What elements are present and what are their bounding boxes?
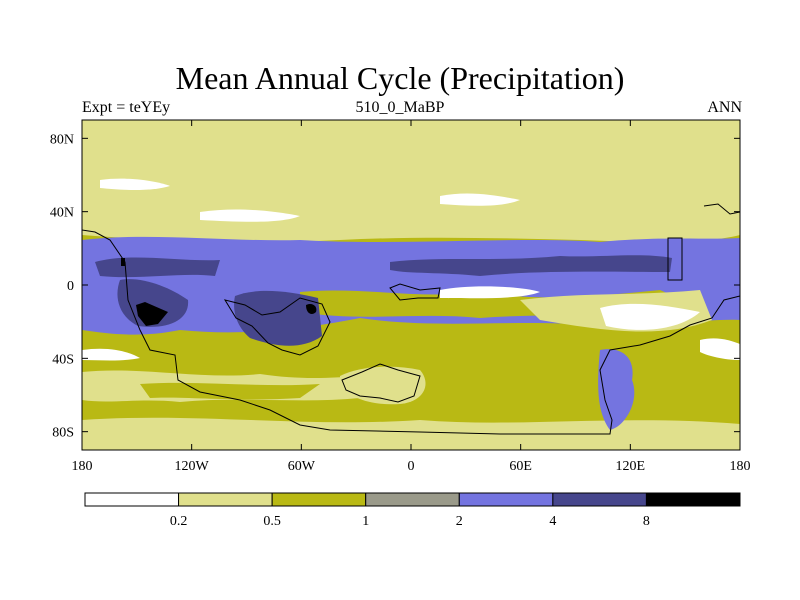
map-axes: 180 120W 60W 0 60E 120E 180 80N 40N 0 40S 80S <box>50 120 751 474</box>
field-dry-east-pacific <box>600 303 700 330</box>
experiment-label: Expt = teYEy <box>82 99 171 116</box>
precipitation-field <box>82 120 740 450</box>
colorbar-label: 0.5 <box>263 514 281 529</box>
coast-americas <box>82 229 740 435</box>
colorbar-label: 8 <box>643 514 650 529</box>
chart-title: Mean Annual Cycle (Precipitation) <box>175 60 625 96</box>
coast-asia-block <box>667 237 683 281</box>
field-southern-dry <box>140 382 320 400</box>
coast-australia <box>341 363 421 403</box>
y-tick-label: 40S <box>52 352 74 367</box>
field-southern-dry <box>82 417 740 450</box>
field-dry-north <box>440 193 520 206</box>
x-tick-label: 180 <box>72 459 93 474</box>
coast-africa <box>389 283 441 301</box>
coastlines <box>82 203 740 435</box>
field-dry-south <box>82 348 140 361</box>
colorbar-swatch <box>178 492 273 507</box>
y-tick-label: 40N <box>50 206 74 221</box>
y-tick-label: 80S <box>52 426 74 441</box>
coast-ne-asia <box>703 203 740 215</box>
field-australia-dry <box>340 366 426 405</box>
colorbar-swatch <box>84 492 180 507</box>
x-tick-label: 60E <box>509 459 532 474</box>
field-core-wet <box>234 290 322 346</box>
field-arctic-pale <box>82 120 740 140</box>
colorbar-label: 0.2 <box>170 514 188 529</box>
field-extreme <box>136 302 168 326</box>
coast-south-america <box>223 297 331 356</box>
y-tick-label: 0 <box>67 279 74 294</box>
colorbar-swatch <box>271 492 367 507</box>
colorbar-swatch <box>552 492 647 507</box>
field-core-wet <box>95 257 220 278</box>
run-label: 510_0_MaBP <box>355 99 445 116</box>
season-label: ANN <box>707 99 742 116</box>
x-tick-label: 0 <box>408 459 415 474</box>
field-dry-atlantic <box>440 286 540 299</box>
field-core-wet <box>390 255 672 276</box>
colorbar-swatch <box>458 492 554 507</box>
x-tick-label: 120E <box>616 459 646 474</box>
field-extreme <box>306 303 317 314</box>
colorbar-swatch <box>645 492 741 507</box>
x-tick-label: 60W <box>288 459 316 474</box>
x-tick-label: 180 <box>730 459 751 474</box>
field-core-wet <box>117 279 189 327</box>
colorbar-label: 4 <box>549 514 556 529</box>
field-dry-north <box>100 178 170 190</box>
colorbar-label: 2 <box>456 514 463 529</box>
y-tick-label: 80N <box>50 132 74 147</box>
field-dry-north <box>200 209 300 222</box>
field-southern-wet <box>598 349 635 430</box>
colorbar-swatch <box>365 492 460 507</box>
field-dry-south <box>700 338 740 360</box>
x-tick-label: 120W <box>175 459 210 474</box>
colorbar: 0.2 0.5 1 2 4 8 <box>84 492 741 529</box>
colorbar-label: 1 <box>362 514 369 529</box>
